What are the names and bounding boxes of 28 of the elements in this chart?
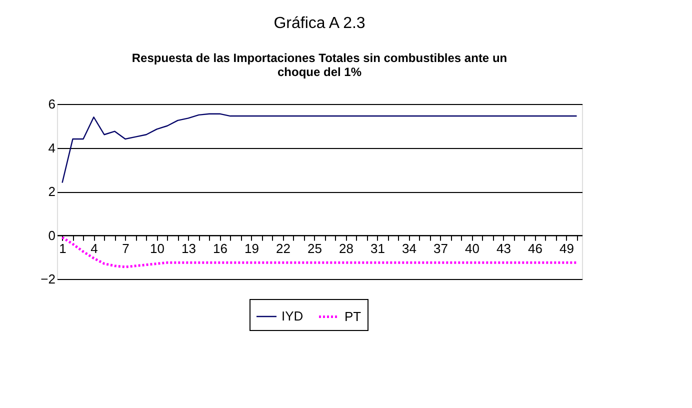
line-series [61,236,578,268]
legend-label: IYD [282,308,304,324]
x-tick-label: 49 [560,240,574,256]
x-tick-label: 34 [402,240,416,256]
chart-subtitle: Respuesta de las Importaciones Totales sin combustibles ante un choque del 1% [132,51,508,79]
x-tick-label: 19 [244,240,259,256]
x-tick-label: 40 [465,240,480,256]
x-tick-label: 7 [122,240,130,256]
x-tick-label: 22 [276,240,290,256]
y-tick-label: −2 [40,272,56,286]
x-tick-label: 46 [528,240,542,256]
x-tick-label: 28 [339,240,354,256]
line-series [62,113,578,184]
x-tick-label: 13 [182,240,196,256]
x-tick-label: 25 [308,240,322,256]
y-tick-label: 6 [48,96,56,112]
x-tick-label: 16 [213,240,228,256]
x-tick-label: 1 [59,240,66,256]
x-tick-label: 10 [150,240,164,256]
x-tick-label: 31 [370,240,385,256]
x-tick-label: 4 [90,240,98,256]
y-tick-label: 0 [48,228,56,243]
y-tick-label: 2 [48,184,56,199]
x-tick-label: 43 [496,240,511,256]
x-tick-label: 37 [434,240,448,256]
chart-title: Gráfica A 2.3 [274,15,366,32]
y-tick-label: 4 [48,140,56,156]
legend-label: PT [344,308,362,324]
